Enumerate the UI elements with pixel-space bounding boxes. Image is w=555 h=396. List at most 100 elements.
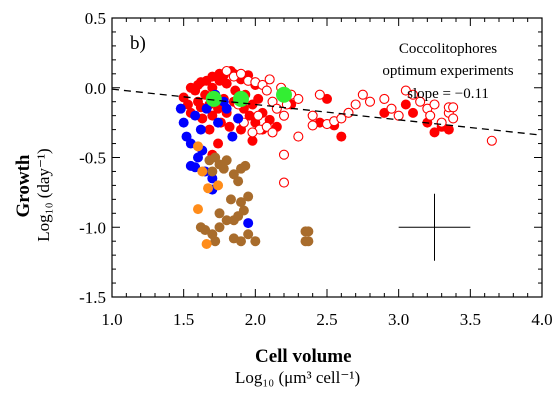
data-point [213,117,224,128]
x-axis-unit: Log₁₀ (μm³ cell⁻¹) [235,368,361,387]
data-point [213,138,224,149]
data-point [350,99,361,110]
data-point [238,205,249,216]
ticks-layer: 1.0 1.5 2.0 2.5 3.0 3.5 4.0 0.5 0.0 -0.5 -1.0 -1.5 [79,9,553,329]
data-point [278,177,290,188]
data-point [185,82,196,93]
data-point [429,99,440,110]
data-point [393,110,404,121]
data-point [303,236,314,247]
data-point [221,215,232,226]
data-point [221,103,232,114]
data-point [307,110,318,121]
data-point [486,135,497,146]
data-point [221,65,232,77]
fit-line [111,88,543,136]
data-point [205,90,222,107]
x-tick-label: 2.0 [245,310,266,329]
data-point [243,229,254,240]
data-point [250,236,261,247]
data-point [214,208,225,219]
data-point [221,155,232,166]
data-point [443,124,454,135]
data-point [253,110,264,121]
data-point [210,236,221,247]
data-point [307,120,318,131]
data-point [190,110,201,121]
data-point [357,89,368,100]
data-point [227,131,238,142]
data-point [429,127,440,138]
data-point [197,166,208,177]
data-point [178,117,189,128]
data-point [253,93,264,104]
data-point [400,99,411,110]
data-point [247,127,258,138]
data-point [415,96,426,107]
x-tick-label: 2.5 [316,310,337,329]
data-point [386,103,397,114]
data-point [407,89,419,100]
data-point [271,103,282,114]
data-point [207,173,218,184]
data-point [267,127,278,138]
data-point [343,107,354,118]
data-point [225,194,236,205]
y-tick-label: 0.0 [85,79,106,98]
data-point [193,204,203,215]
data-point [261,85,272,96]
data-point [233,176,244,187]
data-point [201,103,212,114]
annotation-line-1: Coccolitophores [399,41,497,57]
data-point [436,117,447,128]
data-point [336,131,347,142]
data-point [293,131,304,142]
data-point [193,141,203,152]
y-tick-label: -1.0 [79,218,106,237]
x-tick-label: 4.0 [531,310,552,329]
data-point [213,180,224,191]
data-point [314,89,325,100]
x-tick-label: 3.0 [388,310,409,329]
data-point [278,110,290,121]
data-point [448,113,459,124]
data-point [236,236,246,247]
x-axis-title: Cell volume [255,346,352,367]
data-point [379,93,390,104]
data-point [425,110,436,121]
data-point [235,68,247,79]
x-tick-label: 3.5 [460,310,481,329]
data-point [240,160,251,171]
y-axis-title: Growth [13,154,34,218]
data-point [247,135,258,146]
data-point [264,74,275,85]
data-point [218,163,229,174]
data-point [243,218,254,229]
data-point [207,166,218,177]
data-point [276,86,292,103]
data-point [224,121,235,132]
data-point [233,90,249,107]
y-tick-label: -1.5 [79,288,106,307]
data-point [207,110,218,121]
plot-frame [111,17,543,298]
data-point [195,77,206,88]
fit-line-layer [111,88,543,136]
data-point [243,191,254,202]
data-point [175,103,186,114]
y-tick-label: 0.5 [85,9,106,28]
data-point [195,124,206,135]
data-point [448,102,459,113]
error-cross-layer [398,193,471,261]
x-tick-label: 1.5 [173,310,194,329]
data-points-layer [175,65,497,249]
data-point [204,124,215,135]
data-point [201,238,212,249]
x-tick-label: 1.0 [101,310,122,329]
data-point [214,222,225,233]
y-tick-label: -0.5 [79,149,106,168]
data-point [303,226,314,237]
data-point [278,149,290,160]
data-point [364,96,376,107]
data-point [236,197,246,208]
